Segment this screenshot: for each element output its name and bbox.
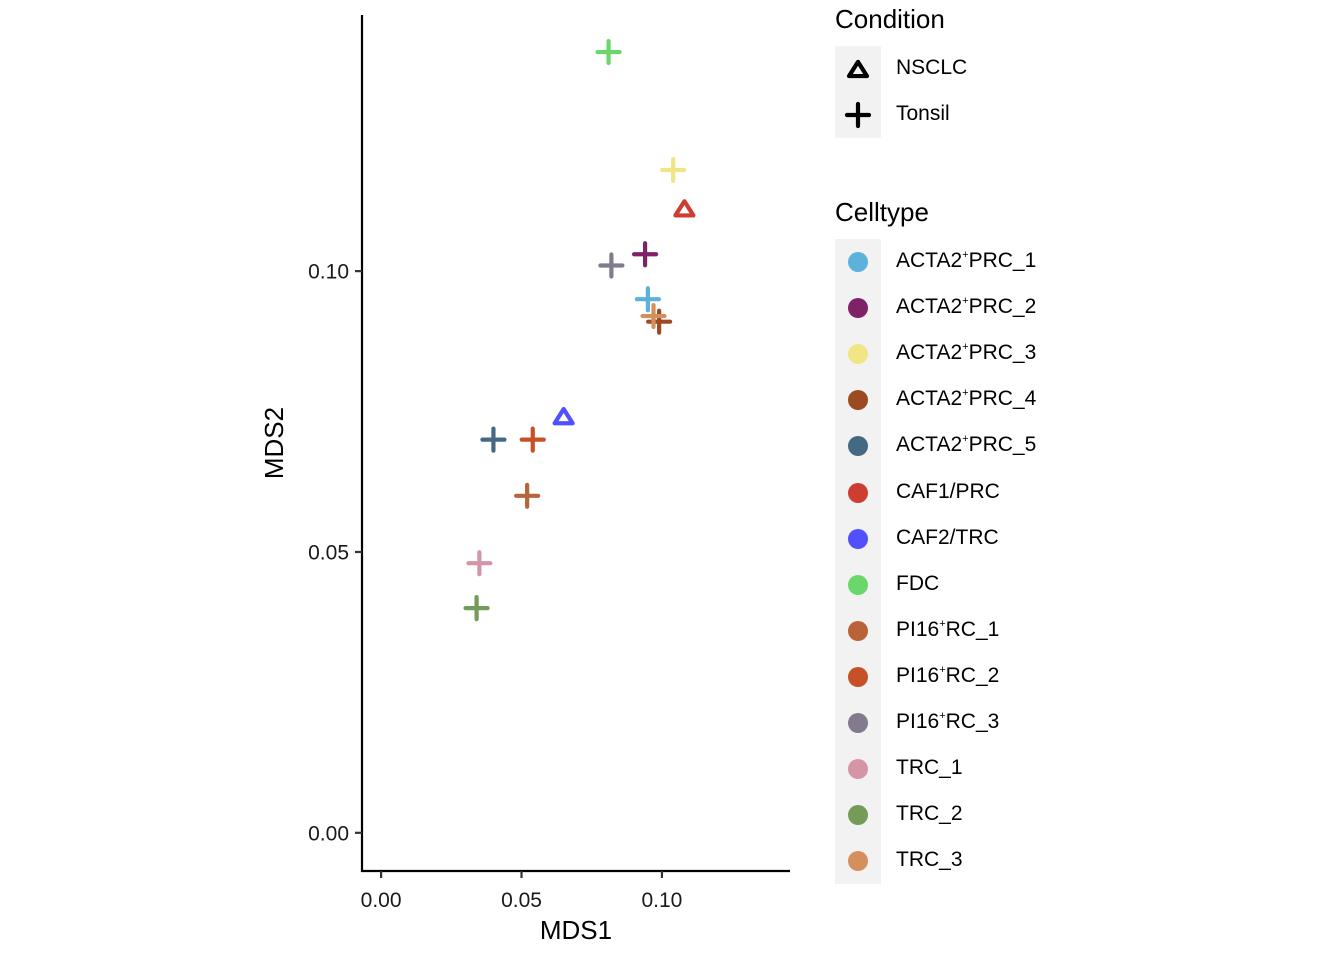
legend-item-celltype: CAF2/TRC [835,516,1235,562]
x-ticks: 0.00 0.05 0.10 [361,871,682,912]
data-point-caf2-trc [552,406,575,426]
y-axis-title: MDS2 [259,407,289,479]
legend-item-celltype: ACTA2+PRC_4 [835,377,1235,423]
legend-label: TRC_2 [896,802,963,826]
legend-item-celltype: FDC [835,562,1235,608]
legend-item-celltype: ACTA2+PRC_2 [835,285,1235,331]
color-dot-icon [835,562,881,608]
data-point-trc-3 [640,302,667,330]
data-point-acta2-prc-2 [631,241,659,268]
y-tick-label: 0.05 [308,541,349,564]
legend-label: CAF1/PRC [896,479,1000,503]
color-dot-icon [835,792,881,838]
color-dot-icon [835,700,881,746]
legend-label: NSCLC [896,56,968,79]
legend-title-celltype: Celltype [835,197,929,227]
data-point-pi16-rc-3 [598,252,625,279]
legend-item-celltype: TRC_2 [835,792,1235,838]
x-axis-title: MDS1 [540,915,612,945]
data-point-acta2-prc-1 [634,286,661,313]
legend-item-celltype: TRC_3 [835,838,1235,884]
data-point-trc-1 [466,550,493,577]
legend-label: TRC_1 [896,756,963,780]
x-tick-label: 0.10 [641,889,682,912]
legend-item-celltype: ACTA2+PRC_3 [835,331,1235,377]
legend-item-condition-tonsil: Tonsil [835,92,1235,138]
data-point-acta2-prc-3 [660,156,687,184]
points-layer [463,38,696,622]
legend-item-celltype: CAF1/PRC [835,470,1235,516]
color-dot-icon [835,654,881,700]
data-point-trc-2 [463,595,490,622]
legend-label: Tonsil [896,102,950,125]
color-dot-icon [835,516,881,562]
data-point-pi16-rc-1 [514,482,541,509]
x-tick-label: 0.00 [361,889,402,912]
legend-item-celltype: ACTA2+PRC_5 [835,423,1235,469]
legend-label: ACTA2+PRC_2 [896,295,1037,319]
color-dot-icon [835,838,881,884]
color-dot-icon [835,239,881,285]
legend-label: ACTA2+PRC_3 [896,341,1037,365]
legend-item-celltype: TRC_1 [835,746,1235,792]
color-dot-icon [835,470,881,516]
legend-label: ACTA2+PRC_4 [896,387,1037,411]
color-dot-icon [835,331,881,377]
color-dot-icon [835,285,881,331]
legend-item-condition-nsclc: NSCLC [835,46,1235,92]
data-point-pi16-rc-2 [519,426,546,453]
legend-label: ACTA2+PRC_5 [896,433,1037,457]
legend-label: FDC [896,571,940,595]
color-dot-icon [835,377,881,423]
legend-item-celltype: ACTA2+PRC_1 [835,239,1235,285]
x-tick-label: 0.05 [501,889,542,912]
y-ticks: 0.00 0.05 0.10 [308,261,362,845]
legend-title-condition: Condition [835,4,945,34]
legend-item-celltype: PI16+RC_3 [835,700,1235,746]
data-point-acta2-prc-5 [480,426,507,453]
legend-label: PI16+RC_1 [896,617,1000,641]
color-dot-icon [835,423,881,469]
legend-item-celltype: PI16+RC_1 [835,608,1235,654]
legend-item-celltype: PI16+RC_2 [835,654,1235,700]
legend-label: CAF2/TRC [896,525,999,549]
data-point-fdc [595,38,622,66]
y-tick-label: 0.00 [308,822,349,845]
legend-label: ACTA2+PRC_1 [896,249,1037,272]
triangle-icon [835,46,881,92]
y-tick-label: 0.10 [308,261,349,284]
legend-label: PI16+RC_3 [896,710,1000,733]
legend-label: TRC_3 [896,848,963,872]
color-dot-icon [835,608,881,654]
color-dot-icon [835,746,881,792]
legend-label: PI16+RC_2 [896,663,1000,687]
data-point-caf1-prc [673,199,696,218]
cross-icon [835,92,881,138]
